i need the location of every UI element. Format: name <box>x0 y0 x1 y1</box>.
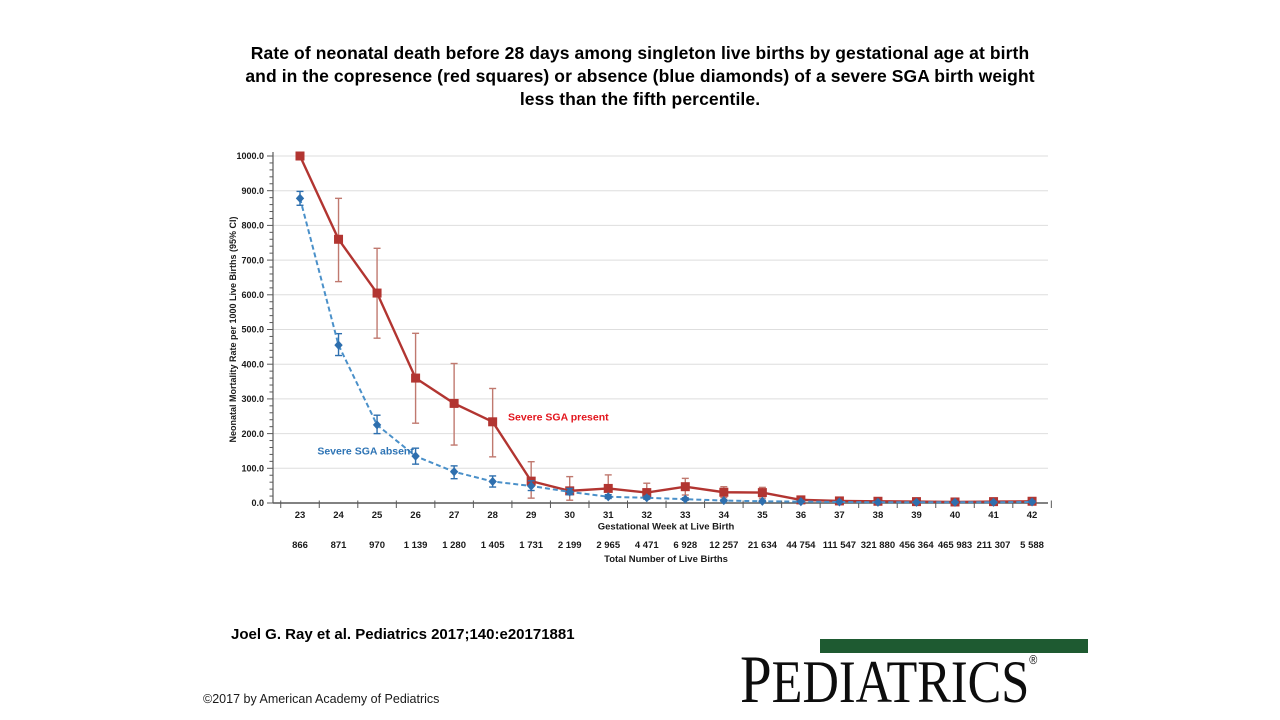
svg-text:Gestational Week at Live Birth: Gestational Week at Live Birth <box>598 522 735 533</box>
svg-text:321 880: 321 880 <box>861 540 895 551</box>
y-axis-ticks: 0.0 100.0 200.0 300.0 400.0 500.0 600.0 700.0 80… <box>236 151 273 508</box>
svg-text:1 139: 1 139 <box>404 540 428 551</box>
gridlines <box>273 155 1048 469</box>
svg-text:4 471: 4 471 <box>635 540 659 551</box>
svg-text:26: 26 <box>410 510 421 521</box>
svg-text:31: 31 <box>603 510 614 521</box>
svg-text:211 307: 211 307 <box>977 540 1011 551</box>
svg-text:32: 32 <box>641 510 652 521</box>
svg-text:500.0: 500.0 <box>241 325 264 335</box>
svg-text:33: 33 <box>680 510 691 521</box>
registered-trademark-icon: ® <box>1029 652 1038 667</box>
svg-text:866: 866 <box>292 540 308 551</box>
svg-text:27: 27 <box>449 510 460 521</box>
svg-text:400.0: 400.0 <box>241 359 264 369</box>
svg-text:970: 970 <box>369 540 385 551</box>
svg-text:44 754: 44 754 <box>786 540 816 551</box>
svg-text:600.0: 600.0 <box>241 290 264 300</box>
axis-titles: Gestational Week at Live Birth Total Numb… <box>228 216 735 565</box>
svg-text:2 199: 2 199 <box>558 540 582 551</box>
figure-title-line-3: less than the fifth percentile. <box>519 89 761 109</box>
svg-text:Total Number of Live Births: Total Number of Live Births <box>604 554 728 565</box>
svg-text:25: 25 <box>372 510 383 521</box>
svg-text:37: 37 <box>834 510 845 521</box>
figure-title: Rate of neonatal death before 28 days am… <box>190 42 1090 111</box>
svg-text:1 405: 1 405 <box>481 540 505 551</box>
svg-text:36: 36 <box>796 510 807 521</box>
svg-text:111 547: 111 547 <box>823 540 856 551</box>
births-row: 866 871 970 1 139 1 280 1 405 1 731 2 199 2 965 4… <box>292 540 1044 551</box>
svg-text:23: 23 <box>295 510 306 521</box>
svg-text:1 731: 1 731 <box>519 540 543 551</box>
svg-text:300.0: 300.0 <box>241 394 264 404</box>
svg-text:465 983: 465 983 <box>938 540 972 551</box>
svg-text:1000.0: 1000.0 <box>236 151 264 161</box>
svg-text:28: 28 <box>487 510 498 521</box>
figure-title-line-1: Rate of neonatal death before 28 days am… <box>250 43 1030 63</box>
series-line <box>299 198 1033 504</box>
svg-text:6 928: 6 928 <box>673 540 697 551</box>
svg-text:Neonatal Mortality Rate per 10: Neonatal Mortality Rate per 1000 Live Bi… <box>228 216 238 442</box>
svg-text:200.0: 200.0 <box>241 429 264 439</box>
citation: Joel G. Ray et al. Pediatrics 2017;140:e… <box>231 626 575 643</box>
svg-text:42: 42 <box>1027 510 1038 521</box>
series-label: Severe SGA absent <box>317 445 414 457</box>
series-label: Severe SGA present <box>508 411 609 423</box>
svg-text:900.0: 900.0 <box>241 186 264 196</box>
svg-text:21 634: 21 634 <box>748 540 778 551</box>
series-line <box>298 155 1033 504</box>
logo-green-bar <box>820 639 1088 653</box>
svg-text:100.0: 100.0 <box>241 464 264 474</box>
svg-text:35: 35 <box>757 510 768 521</box>
error-bars <box>335 197 1036 504</box>
svg-text:5 588: 5 588 <box>1020 540 1044 551</box>
copyright-notice: ©2017 by American Academy of Pediatrics <box>203 692 440 706</box>
svg-text:38: 38 <box>873 510 884 521</box>
x-axis-labels: 23 24 25 26 27 28 29 30 31 32 33 34 35 36 37 38 39 40 41 42 <box>295 510 1038 521</box>
svg-text:2 965: 2 965 <box>596 540 620 551</box>
svg-text:34: 34 <box>719 510 730 521</box>
svg-text:700.0: 700.0 <box>241 255 264 265</box>
svg-text:30: 30 <box>564 510 575 521</box>
svg-text:29: 29 <box>526 510 537 521</box>
svg-text:40: 40 <box>950 510 961 521</box>
svg-text:871: 871 <box>331 540 348 551</box>
svg-text:41: 41 <box>988 510 999 521</box>
figure-title-line-2: and in the copresence (red squares) or a… <box>245 66 1035 86</box>
pediatrics-logo: PEDIATRICS® <box>740 646 1093 714</box>
svg-text:1 280: 1 280 <box>442 540 466 551</box>
logo-wordmark: PEDIATRICS <box>740 642 1030 717</box>
svg-text:24: 24 <box>333 510 344 521</box>
svg-text:12 257: 12 257 <box>709 540 738 551</box>
diamond-markers <box>295 193 1037 507</box>
svg-text:0.0: 0.0 <box>251 498 264 508</box>
series-diamond: Severe SGA absent <box>295 190 1037 507</box>
svg-text:39: 39 <box>911 510 922 521</box>
svg-text:456 364: 456 364 <box>899 540 934 551</box>
svg-text:800.0: 800.0 <box>241 221 264 231</box>
